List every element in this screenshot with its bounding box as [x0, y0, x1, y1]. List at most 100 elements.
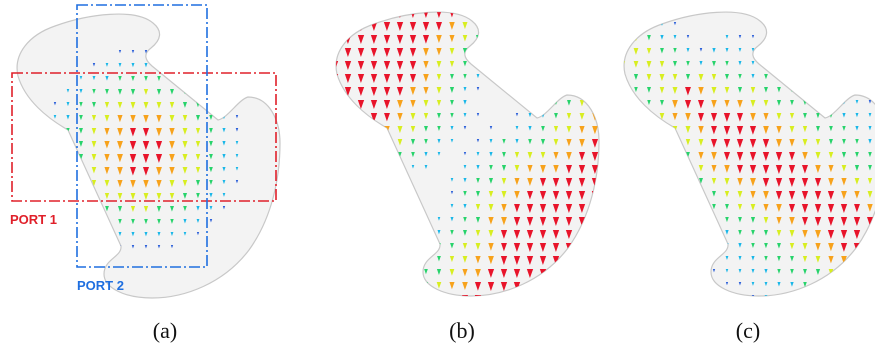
field-vector [489, 125, 493, 130]
field-vector [474, 281, 482, 291]
field-vector [592, 99, 598, 108]
field-vector [802, 255, 808, 263]
field-vector [647, 151, 651, 157]
field-vector [385, 177, 389, 183]
field-vector [763, 203, 769, 212]
field-vector [449, 21, 455, 30]
field-vector [737, 203, 743, 211]
field-vector [424, 138, 428, 145]
field-vector [319, 191, 324, 199]
field-vector [673, 47, 677, 53]
field-vector [488, 177, 494, 184]
field-vector [131, 218, 135, 225]
field-vector [580, 73, 584, 80]
field-vector [437, 138, 441, 144]
field-vector [182, 153, 188, 162]
field-vector [222, 205, 226, 210]
field-vector [841, 268, 847, 277]
field-vector [463, 73, 467, 79]
field-vector [209, 153, 213, 160]
field-vector [738, 60, 742, 66]
field-vector [591, 151, 599, 161]
field-vector [410, 86, 416, 96]
field-vector [790, 281, 794, 287]
field-vector [104, 140, 110, 149]
field-vector [762, 164, 770, 174]
field-vector [53, 101, 57, 106]
field-vector [501, 242, 507, 252]
field-vector [660, 47, 664, 54]
field-vector [344, 73, 352, 83]
field-vector [423, 86, 429, 95]
field-vector [578, 229, 586, 239]
field-vector [476, 112, 480, 117]
field-vector [778, 308, 781, 312]
field-vector [750, 203, 756, 211]
field-vector [449, 255, 455, 263]
field-vector [436, 60, 442, 68]
field-vector [396, 60, 404, 70]
field-vector [842, 73, 846, 78]
field-vector [170, 75, 174, 81]
field-vector [673, 203, 677, 209]
field-vector [725, 255, 729, 261]
field-vector [489, 34, 493, 41]
field-vector [866, 216, 874, 226]
field-vector [321, 282, 323, 285]
field-vector [816, 86, 820, 92]
antenna-shape [16, 13, 281, 299]
field-vector [195, 166, 201, 174]
field-vector [436, 34, 442, 43]
field-vector [624, 86, 625, 92]
field-vector [686, 190, 690, 196]
field-vector [539, 281, 547, 291]
field-vector [606, 22, 609, 26]
field-vector [319, 126, 325, 135]
field-vector [117, 88, 123, 95]
field-vector [411, 268, 415, 274]
field-vector [117, 166, 123, 175]
field-vector [144, 49, 148, 54]
field-vector [436, 294, 442, 297]
field-vector [40, 153, 44, 158]
field-vector [751, 47, 755, 52]
field-vector [776, 216, 782, 225]
field-vector [130, 179, 136, 188]
field-vector [410, 294, 416, 297]
field-vector [578, 268, 586, 278]
field-vector [566, 138, 572, 147]
field-vector [578, 177, 586, 187]
field-vector [867, 281, 873, 290]
field-vector [396, 21, 404, 31]
field-vector [130, 114, 136, 123]
field-vector [660, 164, 664, 169]
field-vector [129, 153, 137, 164]
field-vector [829, 86, 833, 92]
field-vector [686, 203, 690, 209]
field-vector [605, 178, 611, 187]
field-vector [437, 151, 441, 156]
field-vector [319, 48, 325, 57]
field-vector [686, 47, 690, 53]
field-vector [749, 164, 757, 174]
field-vector [396, 86, 404, 96]
field-vector [528, 112, 532, 118]
field-vector [371, 125, 377, 135]
field-vector [436, 47, 442, 56]
field-vector [553, 151, 559, 160]
field-vector [345, 151, 351, 160]
field-vector [866, 229, 874, 239]
field-vector [450, 190, 454, 195]
field-vector [423, 99, 429, 107]
field-vector [53, 140, 57, 146]
field-vector [633, 47, 639, 55]
field-vector [320, 243, 324, 248]
field-vector [170, 231, 174, 237]
field-vector [222, 153, 226, 159]
field-vector [634, 12, 638, 14]
field-vector [723, 125, 731, 135]
field-vector [410, 112, 416, 120]
field-vector [169, 192, 175, 200]
field-vector [592, 125, 598, 135]
field-vector [336, 21, 339, 31]
